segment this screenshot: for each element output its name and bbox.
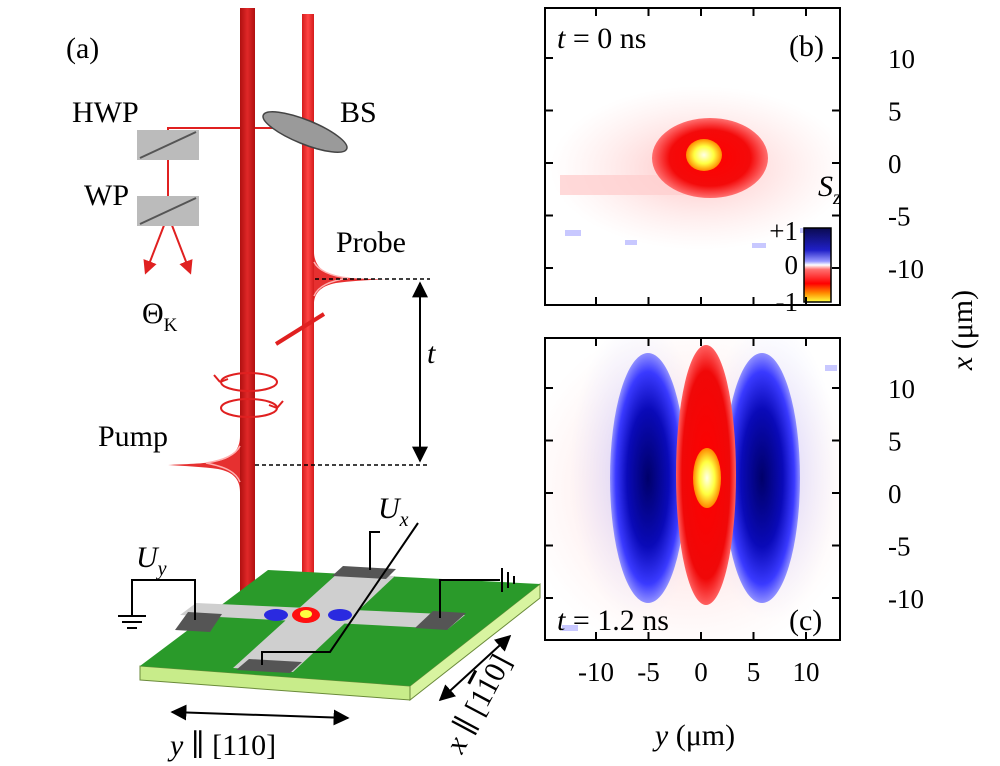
panel-c-x-tick-label: -5 <box>888 532 911 562</box>
contact-ground <box>415 611 466 630</box>
bs-label: BS <box>340 96 377 129</box>
x-crystal-axis-arrow <box>438 634 512 702</box>
panel-b-label: (b) <box>789 30 824 63</box>
wiring <box>118 522 515 665</box>
panel-c: t = 1.2 ns (c) <box>544 337 841 641</box>
panel-a-label: (a) <box>66 32 99 65</box>
panel-c-x-tick-label: 0 <box>888 479 902 509</box>
panel-c-time: t = 1.2 ns <box>557 604 669 637</box>
panel-b-time: t = 0 ns <box>557 22 646 55</box>
panel-b-x-tick-label: 0 <box>888 149 902 179</box>
probe-label: Probe <box>336 226 406 259</box>
panel-c-label: (c) <box>789 604 822 637</box>
spin-spot-left <box>264 609 288 621</box>
contact-ux-top <box>332 566 396 579</box>
pump-pulse <box>168 436 241 492</box>
probe-marker <box>274 312 326 346</box>
panel-c-x-tick-label: -10 <box>888 584 924 614</box>
bottom-y-tick-label: 10 <box>793 657 820 687</box>
right-axis-title: x (μm) <box>946 290 979 371</box>
circular-polarization-icon <box>213 372 284 418</box>
panel-b: t = 0 ns (b) Sz +1 0 -1 <box>544 7 841 317</box>
bottom-axis-title: y (μm) <box>652 719 735 752</box>
wp-label: WP <box>84 179 129 212</box>
wollaston-prism <box>137 196 199 226</box>
spin-map-t0 <box>550 86 840 250</box>
beam-splitter <box>262 111 348 153</box>
y-crystal-axis-arrow <box>170 704 350 726</box>
bottom-y-tick-label: -10 <box>578 657 614 687</box>
panel-c-x-tick-label: 5 <box>888 427 902 457</box>
hwp-label: HWP <box>72 96 139 129</box>
ux-label: Ux <box>378 492 409 531</box>
half-wave-plate <box>137 130 199 160</box>
uy-label: Uy <box>136 541 167 580</box>
pump-label: Pump <box>98 420 168 453</box>
electrode-x <box>233 573 395 672</box>
colorbar-scale <box>803 227 832 303</box>
colorbar-tick-top: +1 <box>769 216 798 246</box>
probe-beam <box>302 14 314 624</box>
pump-beam <box>240 8 255 620</box>
colorbar-tick-mid: 0 <box>785 250 799 280</box>
bottom-y-tick-label: -5 <box>637 657 660 687</box>
y-crystal-axis-label: y ∥ [110] <box>167 729 276 762</box>
panel-a: (a) HWP WP ΘK BS <box>66 8 541 762</box>
colorbar-title: Sz <box>818 170 841 209</box>
delay-label: t <box>427 337 436 370</box>
panel-b-x-tick-label: 5 <box>888 97 902 127</box>
panel-b-x-tick-label: -10 <box>888 254 924 284</box>
panel-c-x-tick-label: 10 <box>888 374 915 404</box>
spin-map-t1 <box>545 338 840 640</box>
probe-pulse <box>313 252 386 304</box>
colorbar: Sz +1 0 -1 <box>769 170 841 317</box>
contact-ux-bottom <box>236 659 302 673</box>
bottom-y-tick-label: 5 <box>747 657 761 687</box>
spin-spot-right <box>328 609 352 621</box>
kerr-angle-label: ΘK <box>142 297 178 336</box>
bottom-y-tick-label: 0 <box>694 657 708 687</box>
contact-uy <box>175 612 222 632</box>
colorbar-tick-bottom: -1 <box>776 287 799 317</box>
axis-ticks <box>545 8 840 640</box>
panel-b-x-tick-label: 10 <box>888 44 915 74</box>
panel-b-x-tick-label: -5 <box>888 202 911 232</box>
